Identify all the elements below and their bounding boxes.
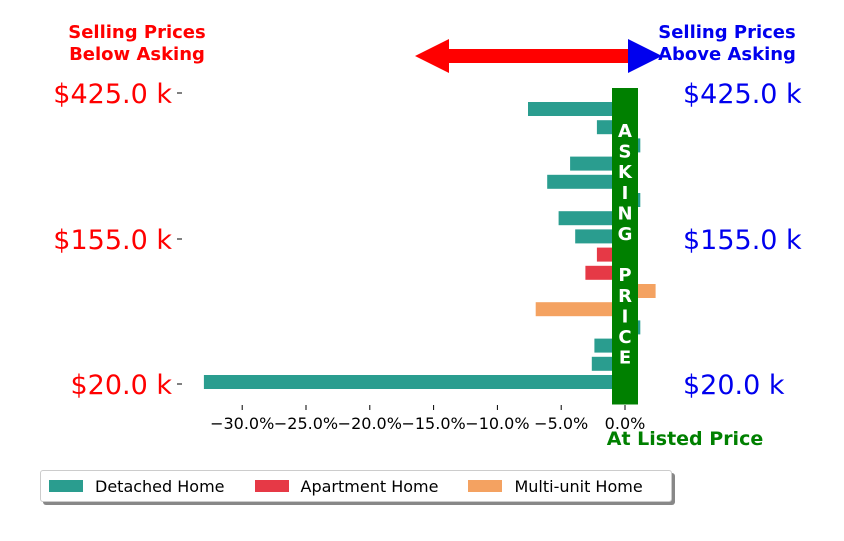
legend-label-apartment: Apartment Home [300, 476, 439, 496]
below-asking-label: Selling Prices Below Asking [68, 22, 205, 65]
bar-4 [547, 174, 625, 189]
y-label-left-0: $425.0 k [53, 79, 172, 110]
band-letter-4: N [617, 203, 632, 224]
legend-label-multi-unit: Multi-unit Home [514, 476, 643, 496]
above-label-line-1: Above Asking [658, 44, 796, 65]
band-letter-5: G [618, 224, 633, 245]
bars-group [203, 102, 656, 389]
legend-label-detached: Detached Home [95, 476, 225, 496]
below-label-line-1: Below Asking [69, 44, 205, 65]
band-letter-7: P [618, 265, 631, 286]
legend-swatch-multi-unit [468, 480, 503, 492]
legend: Detached Home Apartment Home Multi-unit … [40, 470, 672, 502]
legend-item-detached: Detached Home [49, 477, 225, 496]
x-tick-label-3: −15.0% [401, 414, 465, 433]
band-letter-9: I [622, 306, 629, 327]
x-tick-label-0: −30.0% [210, 414, 274, 433]
x-tick-label-5: −5.0% [534, 414, 588, 433]
y-label-right-1: $155.0 k [683, 225, 802, 256]
band-letter-3: I [622, 183, 629, 204]
y-labels-group: $425.0 k $425.0 k $155.0 k $155.0 k $20.0 k $… [53, 79, 802, 401]
below-label-line-0: Selling Prices [68, 22, 205, 43]
at-listed-price-label: At Listed Price [607, 428, 763, 450]
above-asking-label: Selling Prices Above Asking [658, 22, 796, 65]
x-tick-label-2: −20.0% [338, 414, 402, 433]
band-letter-8: R [618, 286, 632, 307]
band-letter-1: S [619, 142, 632, 163]
double-arrow-icon [415, 39, 662, 73]
legend-swatch-detached [49, 480, 83, 492]
legend-item-multi-unit: Multi-unit Home [468, 476, 643, 496]
y-label-left-1: $155.0 k [53, 225, 172, 256]
bar-0 [528, 102, 625, 116]
bar-15 [203, 375, 625, 389]
band-letter-0: A [618, 121, 632, 142]
x-ticks-group: −30.0% −25.0% −20.0% −15.0% −10.0% −5.0% 0.0% [210, 405, 645, 433]
band-letter-10: C [618, 327, 631, 348]
x-tick-label-4: −10.0% [465, 414, 529, 433]
legend-swatch-apartment [254, 480, 289, 492]
legend-item-apartment: Apartment Home [254, 476, 439, 496]
bar-11 [535, 302, 625, 317]
asking-price-band [612, 88, 638, 405]
band-letter-11: E [619, 348, 631, 369]
y-label-left-2: $20.0 k [70, 370, 172, 401]
y-label-right-2: $20.0 k [683, 370, 785, 401]
bar-3 [570, 156, 625, 171]
y-label-right-0: $425.0 k [683, 79, 802, 110]
x-tick-label-1: −25.0% [274, 414, 338, 433]
above-label-line-0: Selling Prices [658, 22, 795, 43]
band-letter-2: K [618, 162, 633, 183]
bar-6 [558, 211, 625, 226]
x-tick-label-6: 0.0% [605, 414, 646, 433]
